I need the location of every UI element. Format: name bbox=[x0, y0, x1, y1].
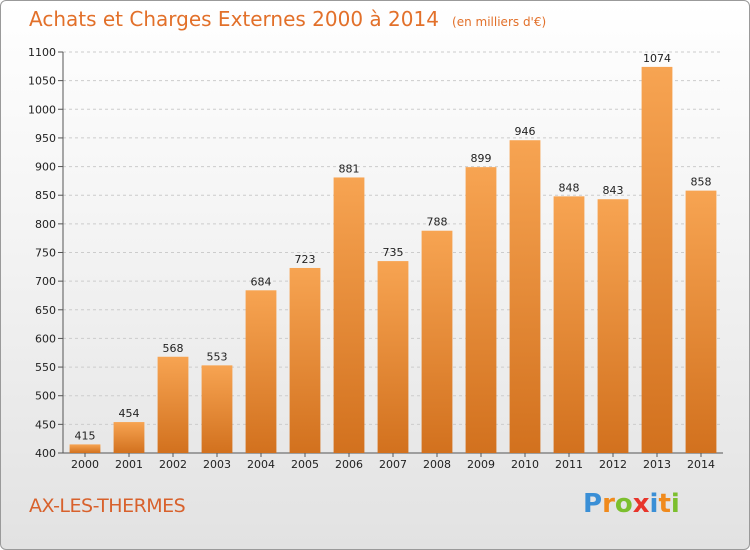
logo-letter: i bbox=[670, 489, 680, 519]
value-label-2013: 1074 bbox=[643, 52, 671, 65]
value-label-2000: 415 bbox=[75, 429, 96, 442]
bar-2001 bbox=[113, 422, 145, 453]
bar-2007 bbox=[377, 261, 409, 453]
logo-letter: r bbox=[602, 489, 615, 519]
logo-letter: P bbox=[583, 489, 603, 519]
chart-title: Achats et Charges Externes 2000 à 2014 bbox=[29, 7, 439, 31]
y-tick-label: 500 bbox=[35, 390, 56, 403]
x-tick-label-2014: 2014 bbox=[687, 458, 715, 471]
value-label-2010: 946 bbox=[515, 125, 536, 138]
logo-letter: x bbox=[632, 489, 650, 519]
bar-2000 bbox=[69, 444, 101, 453]
x-tick-label-2001: 2001 bbox=[115, 458, 143, 471]
y-tick-label: 900 bbox=[35, 161, 56, 174]
x-tick-label-2007: 2007 bbox=[379, 458, 407, 471]
value-label-2002: 568 bbox=[163, 342, 184, 355]
y-tick-label: 450 bbox=[35, 418, 56, 431]
y-tick-label: 1000 bbox=[28, 103, 56, 116]
x-tick-label-2000: 2000 bbox=[71, 458, 99, 471]
y-tick-label: 650 bbox=[35, 304, 56, 317]
y-tick-label: 950 bbox=[35, 132, 56, 145]
bar-2003 bbox=[201, 365, 233, 453]
x-tick-label-2003: 2003 bbox=[203, 458, 231, 471]
y-tick-label: 850 bbox=[35, 189, 56, 202]
x-tick-label-2008: 2008 bbox=[423, 458, 451, 471]
x-tick-label-2013: 2013 bbox=[643, 458, 671, 471]
bar-2006 bbox=[333, 177, 365, 453]
x-tick-label-2002: 2002 bbox=[159, 458, 187, 471]
x-tick-label-2009: 2009 bbox=[467, 458, 495, 471]
bar-2011 bbox=[553, 196, 585, 454]
bar-2013 bbox=[641, 66, 673, 453]
x-tick-label-2004: 2004 bbox=[247, 458, 275, 471]
x-tick-label-2010: 2010 bbox=[511, 458, 539, 471]
place-name: AX-LES-THERMES bbox=[29, 495, 186, 517]
y-tick-label: 600 bbox=[35, 332, 56, 345]
bar-2012 bbox=[597, 199, 629, 453]
logo-letter: t bbox=[658, 489, 671, 519]
bar-2002 bbox=[157, 356, 189, 453]
value-label-2008: 788 bbox=[427, 216, 448, 229]
value-label-2012: 843 bbox=[603, 184, 624, 197]
y-tick-label: 1050 bbox=[28, 75, 56, 88]
x-tick-label-2012: 2012 bbox=[599, 458, 627, 471]
value-label-2014: 858 bbox=[691, 176, 712, 189]
value-label-2003: 553 bbox=[207, 350, 228, 363]
value-label-2009: 899 bbox=[471, 152, 492, 165]
chart-subtitle: (en milliers d'€) bbox=[452, 15, 547, 29]
bar-2004 bbox=[245, 290, 277, 453]
value-label-2011: 848 bbox=[559, 181, 580, 194]
bar-2014 bbox=[685, 190, 717, 454]
y-tick-label: 800 bbox=[35, 218, 56, 231]
proxiti-logo: Proxiti bbox=[583, 489, 680, 519]
value-label-2001: 454 bbox=[119, 407, 140, 420]
logo-letter: i bbox=[649, 489, 659, 519]
bars bbox=[69, 66, 717, 454]
logo-letter: o bbox=[614, 489, 633, 519]
bar-2010 bbox=[509, 140, 541, 453]
bar-2009 bbox=[465, 167, 497, 453]
title-row: Achats et Charges Externes 2000 à 2014 (… bbox=[29, 7, 546, 31]
y-tick-label: 700 bbox=[35, 275, 56, 288]
x-tick-label-2011: 2011 bbox=[555, 458, 583, 471]
bar-2005 bbox=[289, 267, 321, 453]
value-label-2006: 881 bbox=[339, 162, 360, 175]
y-tick-label: 400 bbox=[35, 447, 56, 460]
value-label-2005: 723 bbox=[295, 253, 316, 266]
labels: 415 2000 454 2001 568 2002 553 2003 684 2004 723 20… bbox=[71, 52, 715, 471]
x-tick-label-2005: 2005 bbox=[291, 458, 319, 471]
value-label-2007: 735 bbox=[383, 246, 404, 259]
value-label-2004: 684 bbox=[251, 275, 272, 288]
x-tick-label-2006: 2006 bbox=[335, 458, 363, 471]
y-tick-label: 1100 bbox=[28, 46, 56, 59]
bar-2008 bbox=[421, 230, 453, 453]
y-tick-label: 750 bbox=[35, 247, 56, 260]
y-tick-label: 550 bbox=[35, 361, 56, 374]
